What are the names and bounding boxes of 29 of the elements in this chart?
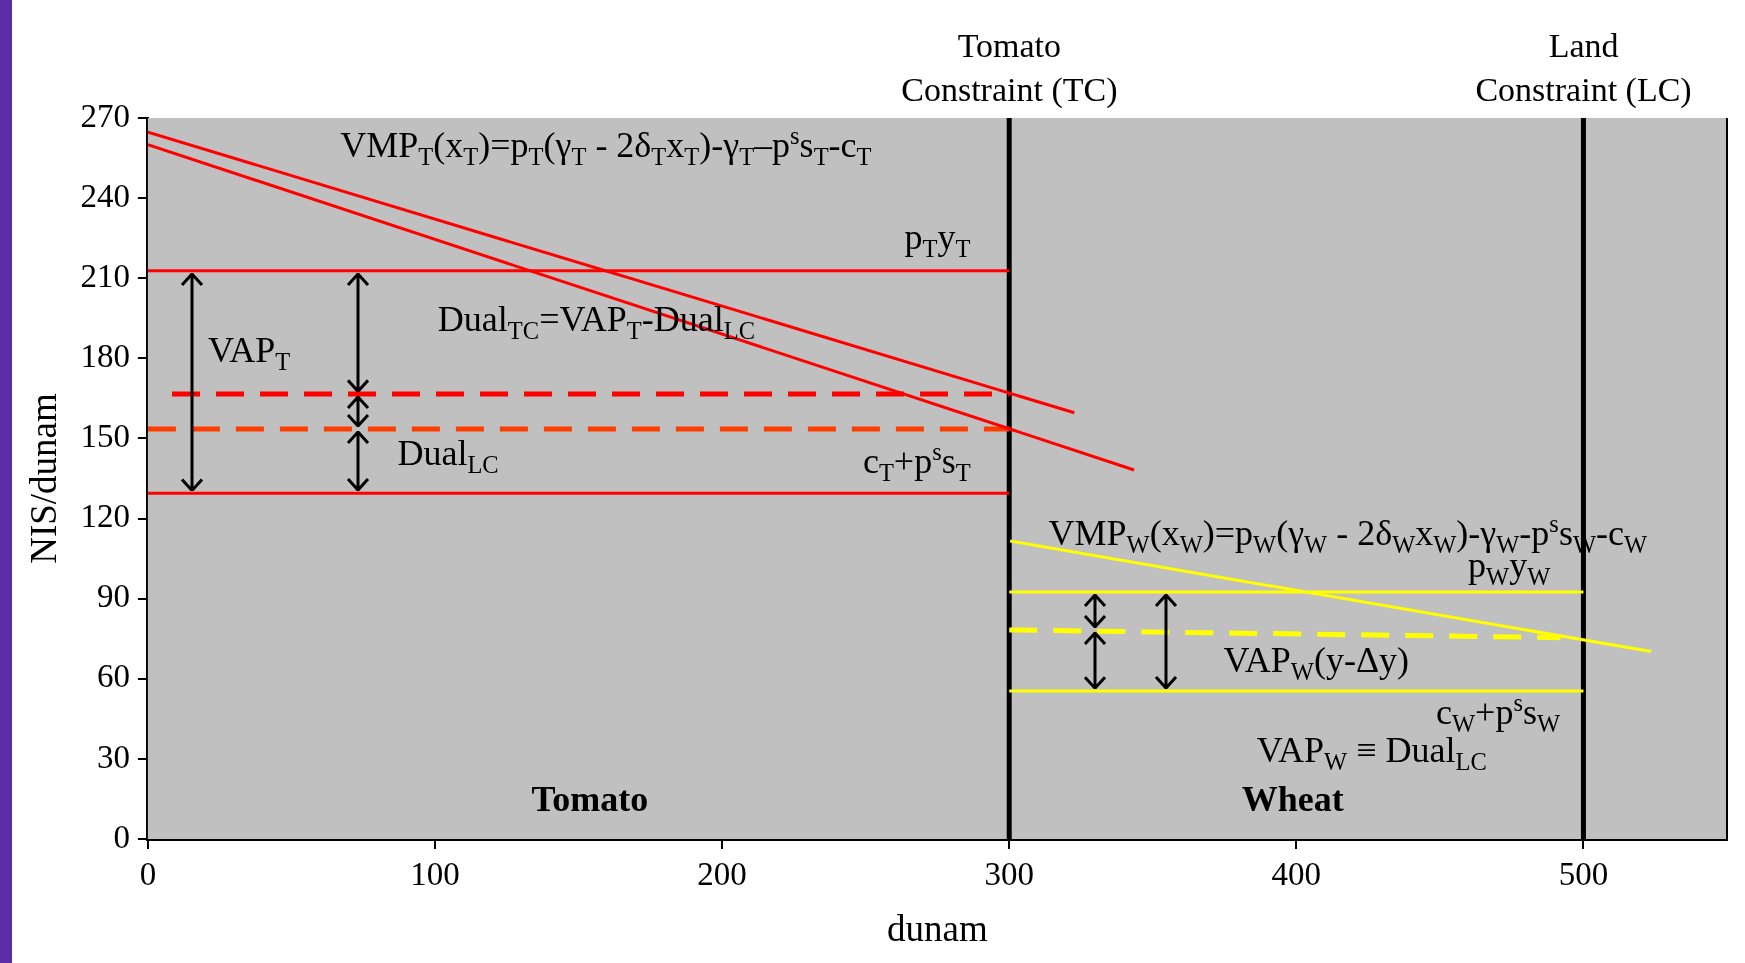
annotation: Wheat [1241, 779, 1344, 820]
y-tick-label: 90 [96, 578, 130, 615]
annotation: Dual$_{LC}$ [397, 433, 499, 479]
annotation: Tomato [531, 779, 649, 820]
x-tick-label: 400 [1271, 856, 1322, 893]
y-tick-label: 240 [80, 177, 130, 214]
y-tick-label: 210 [80, 257, 130, 294]
text: VMP$_{T}$(x$_{T}$)=p$_{T}$(γ$_{T}$ - 2δ$_{T}$x$_{T}$)-γ$_{T}$–p$^{s}$s$_{T}$-c$_{T}$ [340, 121, 872, 171]
y-tick-label: 60 [96, 658, 130, 695]
y-tick-label: 30 [96, 738, 130, 775]
annotation: c$_{W}$+p$^{s}$s$_{W}$ [1436, 688, 1561, 737]
y-tick-label: 270 [80, 97, 130, 134]
x-tick-label: 0 [139, 856, 157, 893]
annotation: c$_{T}$+p$^{s}$s$_{T}$ [862, 437, 971, 486]
annotation: VAP$_{W}$(y-Δy) [1223, 640, 1410, 686]
x-tick-label: 300 [984, 856, 1034, 893]
x-tick-label: 200 [697, 856, 747, 893]
x-tick-label: 100 [410, 856, 460, 893]
y-tick-label: 180 [80, 338, 130, 375]
y-tick-label: 0 [113, 818, 130, 855]
x-tick-label: 500 [1558, 856, 1609, 893]
annotation: p$_{T}$y$_{T}$ [904, 217, 971, 263]
y-tick-label: 150 [80, 418, 130, 455]
annotation: VAP$_{T}$ [207, 329, 291, 375]
y-axis-title: NIS/dunam [22, 392, 64, 564]
x-axis-title: dunam [887, 907, 989, 949]
y-tick-label: 120 [80, 498, 130, 535]
ref-line-label: Tomato Constraint (TC) [901, 26, 1118, 111]
ref-line-label: Land Constraint (LC) [1475, 26, 1692, 111]
